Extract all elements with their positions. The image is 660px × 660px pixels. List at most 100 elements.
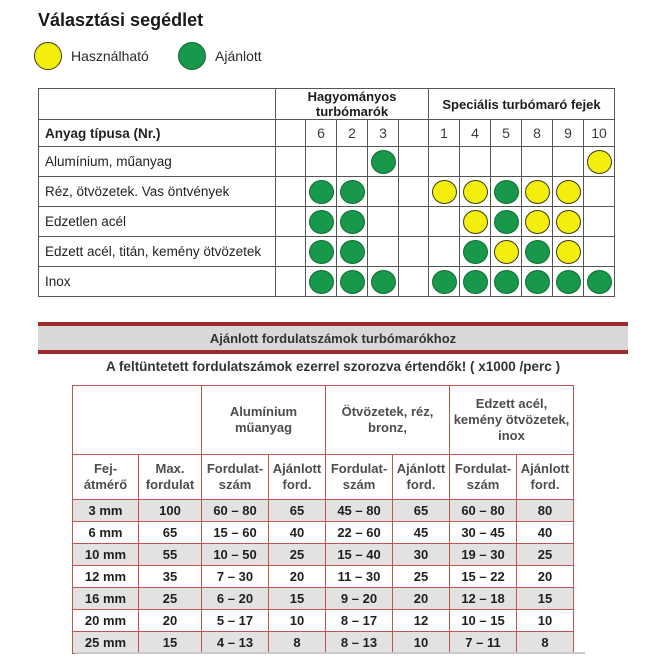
spacer-cell bbox=[398, 119, 429, 147]
mark-cell bbox=[367, 236, 399, 267]
usable-dot-icon bbox=[462, 209, 488, 234]
mark-cell bbox=[459, 206, 491, 237]
spacer-cell bbox=[398, 176, 429, 207]
mark-cell bbox=[583, 266, 615, 297]
material-label: Edzett acél, titán, kemény ötvözetek bbox=[38, 236, 276, 267]
mark-cell bbox=[490, 236, 522, 267]
group-header-conventional: Hagyományos turbómarók bbox=[275, 88, 429, 120]
group-header-line: bronz, bbox=[368, 420, 407, 435]
cell: 11 – 30 bbox=[325, 565, 393, 588]
mark-cell bbox=[459, 176, 491, 207]
mark-cell bbox=[367, 206, 399, 237]
mark-cell bbox=[305, 266, 337, 297]
group-header-row: Hagyományos turbómarók Speciális turbóma… bbox=[38, 88, 615, 120]
col-header-line: Fej- bbox=[93, 460, 118, 476]
mark-cell bbox=[367, 146, 399, 177]
col-header-line: ford. bbox=[406, 477, 436, 492]
legend: Használható Ajánlott bbox=[34, 42, 334, 72]
usable-dot-icon bbox=[462, 179, 488, 204]
cell: 45 bbox=[392, 521, 450, 544]
mark-cell bbox=[583, 206, 615, 237]
group-header-aluminium: Alumínium műanyag bbox=[201, 385, 326, 455]
material-label: Edzetlen acél bbox=[38, 206, 276, 237]
cell: 12 mm bbox=[72, 565, 139, 588]
mark-cell bbox=[552, 146, 584, 177]
table-row: Alumínium, műanyag bbox=[38, 146, 615, 177]
col-number: 3 bbox=[367, 119, 399, 147]
section-banner: Ajánlott fordulatszámok turbómarókhoz bbox=[38, 322, 628, 354]
spacer-cell bbox=[275, 146, 306, 177]
speed-table: Alumínium műanyag Ötvözetek, réz, bronz,… bbox=[72, 385, 574, 654]
cell: 10 mm bbox=[72, 543, 139, 566]
recommended-dot-icon bbox=[308, 179, 334, 204]
legend-item-usable: Használható bbox=[34, 42, 149, 70]
speed-column-header-row: Fej- átmérő Max. fordulat Fordulat- szám… bbox=[72, 454, 574, 500]
table-row: Edzetlen acél bbox=[38, 206, 615, 237]
mark-cell bbox=[490, 176, 522, 207]
col-number: 9 bbox=[552, 119, 584, 147]
mark-cell bbox=[459, 236, 491, 267]
recommended-dot-icon bbox=[555, 269, 581, 294]
page-title: Választási segédlet bbox=[38, 10, 204, 30]
mark-cell bbox=[428, 236, 460, 267]
mark-cell bbox=[521, 236, 553, 267]
col-header-line: szám bbox=[342, 477, 376, 492]
mark-cell bbox=[552, 266, 584, 297]
col-header-recommended: Ajánlott ford. bbox=[268, 454, 326, 500]
cell: 40 bbox=[268, 521, 326, 544]
material-label: Alumínium, műanyag bbox=[38, 146, 276, 177]
cell: 15 – 40 bbox=[325, 543, 393, 566]
mark-cell bbox=[521, 266, 553, 297]
cell: 25 bbox=[392, 565, 450, 588]
mark-cell bbox=[428, 176, 460, 207]
cell: 12 – 18 bbox=[449, 587, 517, 610]
col-header-max-speed: Max. fordulat bbox=[138, 454, 202, 500]
mark-cell bbox=[336, 206, 368, 237]
mark-cell bbox=[336, 266, 368, 297]
table-row: Inox bbox=[38, 266, 615, 297]
cell: 8 – 13 bbox=[325, 631, 393, 654]
group-header-line: műanyag bbox=[234, 420, 293, 435]
spacer-cell bbox=[398, 206, 429, 237]
cell: 15 – 60 bbox=[201, 521, 269, 544]
cell: 10 bbox=[268, 609, 326, 632]
cell: 25 bbox=[516, 543, 574, 566]
mark-cell bbox=[305, 146, 337, 177]
cell: 25 mm bbox=[72, 631, 139, 654]
recommended-dot-icon bbox=[586, 269, 612, 294]
col-header-line: Fordulat- bbox=[330, 460, 388, 476]
col-number: 6 bbox=[305, 119, 337, 147]
cell: 19 – 30 bbox=[449, 543, 517, 566]
col-header-line: Fordulat- bbox=[206, 460, 264, 476]
mark-cell bbox=[336, 146, 368, 177]
recommended-dot-icon bbox=[370, 269, 396, 294]
table-row: Edzett acél, titán, kemény ötvözetek bbox=[38, 236, 615, 267]
usable-dot-icon bbox=[493, 239, 519, 264]
usable-dot-icon bbox=[34, 42, 62, 70]
usable-dot-icon bbox=[586, 149, 612, 174]
cell: 10 – 15 bbox=[449, 609, 517, 632]
mark-cell bbox=[583, 146, 615, 177]
speed-group-header-row: Alumínium műanyag Ötvözetek, réz, bronz,… bbox=[72, 385, 574, 455]
recommended-dot-icon bbox=[493, 269, 519, 294]
material-type-header: Anyag típusa (Nr.) bbox=[38, 119, 276, 147]
empty-corner-cell bbox=[38, 88, 276, 120]
col-number: 10 bbox=[583, 119, 615, 147]
recommended-dot-icon bbox=[493, 209, 519, 234]
cell: 30 – 45 bbox=[449, 521, 517, 544]
group-header-line: Alumínium bbox=[229, 403, 298, 419]
group-header-alloys: Ötvözetek, réz, bronz, bbox=[325, 385, 450, 455]
cell: 100 bbox=[138, 499, 202, 522]
cell: 20 bbox=[516, 565, 574, 588]
table-row: 12 mm 35 7 – 30 20 11 – 30 25 15 – 22 20 bbox=[72, 565, 574, 588]
mark-cell bbox=[305, 236, 337, 267]
table-row: 10 mm 55 10 – 50 25 15 – 40 30 19 – 30 2… bbox=[72, 543, 574, 566]
table-row: Réz, ötvözetek. Vas öntvények bbox=[38, 176, 615, 207]
cell: 10 – 50 bbox=[201, 543, 269, 566]
cell: 20 bbox=[392, 587, 450, 610]
col-header-line: ford. bbox=[530, 477, 560, 492]
cell: 65 bbox=[268, 499, 326, 522]
group-header-line: inox bbox=[498, 428, 525, 444]
cell: 8 – 17 bbox=[325, 609, 393, 632]
usable-dot-icon bbox=[555, 179, 581, 204]
